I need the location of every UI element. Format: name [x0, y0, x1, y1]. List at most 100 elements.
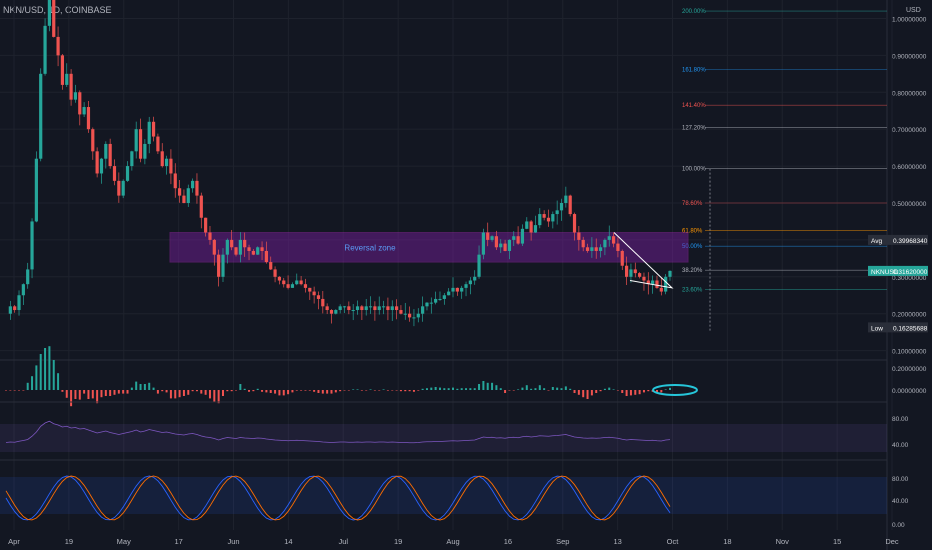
candle-body	[264, 250, 268, 263]
macd-bar	[139, 384, 142, 390]
candle-body	[117, 180, 121, 196]
candle-body	[130, 151, 134, 167]
macd-bar	[174, 390, 177, 399]
macd-bar	[660, 390, 663, 393]
candle-body	[47, 0, 51, 26]
macd-bar	[499, 388, 502, 390]
candle-body	[338, 306, 342, 311]
macd-bar	[261, 390, 264, 392]
rsi-line	[5, 420, 671, 444]
macd-bar	[130, 387, 133, 390]
macd-bar	[365, 390, 368, 391]
candle-body	[247, 247, 251, 251]
candle-body	[460, 287, 464, 292]
candle-body	[620, 250, 624, 266]
macd-bar	[65, 390, 68, 398]
candle-body	[65, 73, 69, 85]
candle-body	[399, 310, 403, 314]
macd-bar	[5, 390, 7, 391]
x-tick-label: May	[117, 537, 131, 546]
fib-label: 161.80%	[682, 67, 706, 73]
macd-bar	[52, 360, 55, 390]
macd-bar	[208, 390, 211, 399]
macd-bar	[235, 390, 238, 391]
candle-body	[425, 302, 429, 307]
candle-body	[394, 306, 399, 311]
stoch-tick: 40.00	[892, 498, 909, 505]
macd-bar	[456, 388, 459, 390]
candle-body	[112, 166, 117, 181]
macd-bar	[239, 384, 242, 390]
macd-bar	[430, 387, 433, 390]
candle-body	[546, 217, 551, 222]
macd-bar	[590, 390, 593, 396]
candle-body	[308, 287, 312, 292]
candle-body	[377, 306, 381, 311]
candle-body	[347, 306, 351, 311]
macd-bar	[122, 390, 125, 394]
candle-body	[477, 254, 481, 277]
macd-bar	[538, 385, 541, 390]
candle-body	[26, 269, 30, 285]
macd-bar	[417, 390, 420, 391]
stoch-d-line	[5, 475, 671, 521]
candle-body	[451, 287, 455, 292]
price-tag-value: 0.39968340	[893, 238, 928, 245]
candle-body	[416, 313, 420, 318]
x-tick-label: Nov	[776, 537, 790, 546]
x-tick-label: Dec	[885, 537, 899, 546]
candle-body	[104, 143, 108, 159]
candle-body	[173, 173, 177, 189]
macd-bar	[512, 390, 515, 391]
fib-label: 127.20%	[682, 126, 706, 132]
macd-bar	[343, 390, 346, 391]
price-tag-value: 0.16285688	[893, 325, 928, 332]
fib-label: 61.80%	[682, 229, 703, 235]
candle-body	[251, 250, 255, 255]
macd-bar	[582, 390, 585, 398]
y-tick-label: 0.50000000	[892, 201, 927, 208]
candle-body	[464, 284, 468, 288]
macd-bar	[469, 388, 472, 390]
macd-bar	[195, 390, 198, 392]
candle-body	[611, 236, 616, 244]
price-tag-name: Avg	[871, 238, 882, 245]
candle-body	[225, 239, 229, 255]
candle-body	[156, 136, 160, 152]
macd-bar	[404, 390, 407, 392]
candle-body	[455, 287, 459, 292]
candle-body	[73, 92, 78, 100]
candle-body	[39, 73, 43, 159]
candle-body	[199, 195, 203, 218]
candle-body	[577, 232, 581, 240]
macd-bar	[443, 388, 446, 390]
macd-bar	[647, 390, 650, 392]
macd-bar	[22, 390, 25, 391]
fib-label: 200.00%	[682, 9, 706, 15]
candle-body	[191, 180, 195, 189]
price-tag-nknusd	[868, 265, 928, 276]
macd-bar	[452, 387, 455, 390]
price-tag-name: NKNUSD	[871, 269, 899, 276]
macd-bar	[408, 390, 411, 392]
macd-bar	[642, 390, 645, 393]
candle-body	[668, 270, 672, 277]
macd-bar	[382, 389, 385, 390]
fib-label: 78.60%	[682, 201, 703, 207]
candle-body	[572, 214, 577, 233]
macd-bar	[326, 390, 329, 394]
macd-bar	[87, 390, 90, 399]
x-tick-label: Jul	[338, 537, 348, 546]
macd-bar	[143, 384, 146, 390]
candle-body	[282, 280, 286, 285]
macd-bar	[109, 390, 112, 396]
macd-bar	[61, 390, 64, 392]
fib-label: 38.20%	[682, 268, 703, 274]
x-tick-label: Apr	[8, 537, 20, 546]
macd-bar	[356, 389, 359, 390]
candle-body	[321, 298, 325, 307]
candle-body	[52, 0, 56, 37]
macd-bar	[352, 389, 355, 390]
candle-body	[325, 306, 329, 311]
